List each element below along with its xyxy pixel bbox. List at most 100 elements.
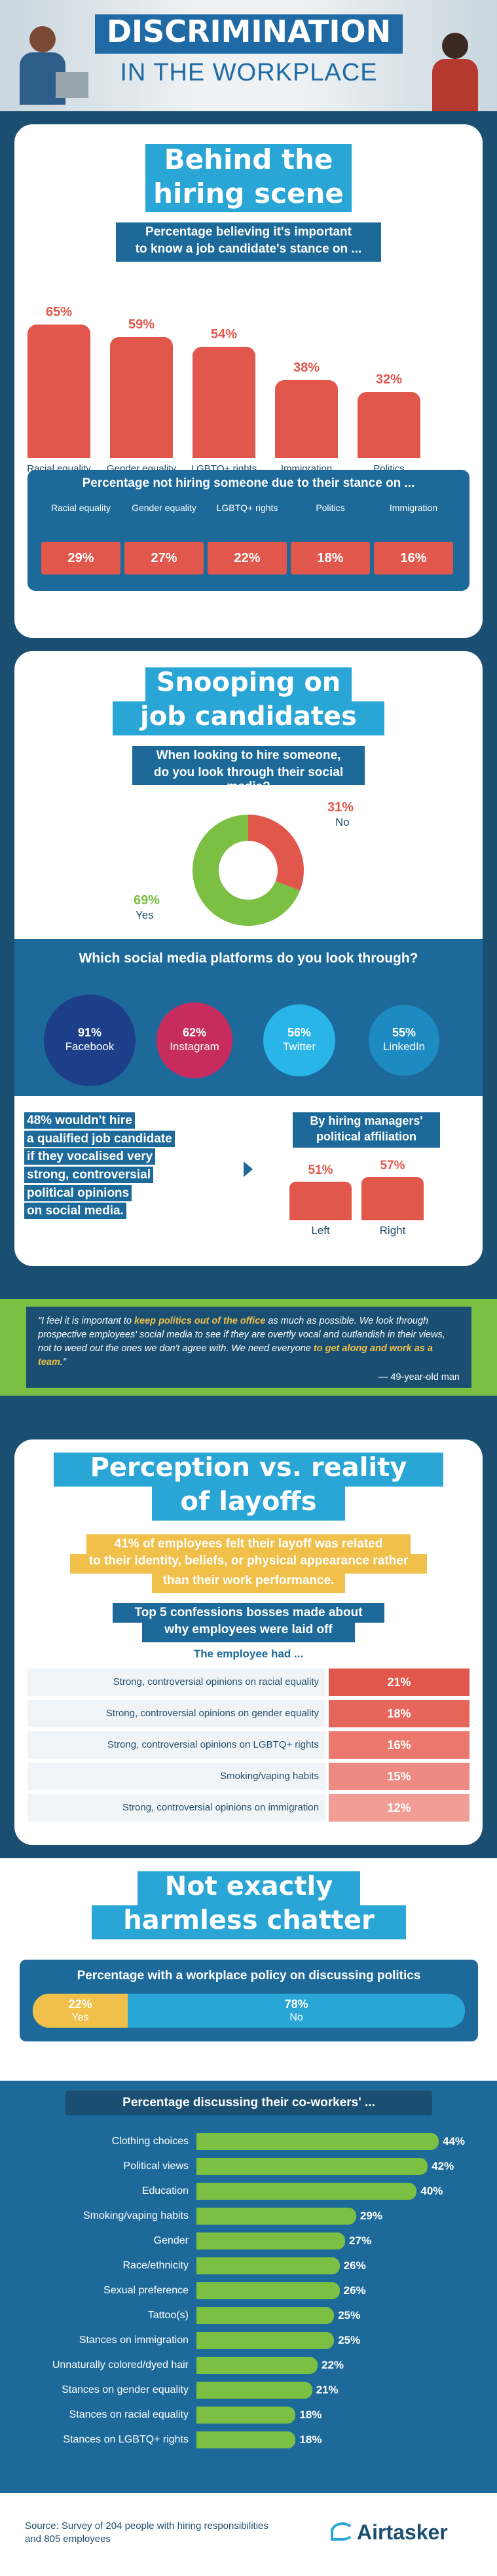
coworker-value: 26% (343, 2259, 366, 2272)
stance-bar-value: 65% (45, 304, 73, 319)
layoffs-card: Perception vs. reality of layoffs 41% of… (14, 1439, 483, 1845)
coworker-bar (196, 2382, 312, 2399)
section4-title-line1: Not exactly (138, 1871, 360, 1905)
donut-no-value: 31% (327, 800, 354, 815)
confession-label: Strong, controversial opinions on LGBTQ+… (107, 1739, 319, 1750)
coworker-value: 40% (420, 2185, 443, 2197)
confession-row-bg (28, 1700, 325, 1727)
affiliation-bar (361, 1176, 424, 1220)
coworker-label: Stances on LGBTQ+ rights (63, 2434, 189, 2445)
coworker-value: 25% (338, 2309, 361, 2321)
layoff-stat-line2: to their identity, beliefs, or physical … (70, 1554, 427, 1574)
affiliation-title-line2: political affiliation (293, 1130, 440, 1148)
coworker-bar (196, 2307, 335, 2324)
section1-title-line2: hiring scene (145, 177, 352, 212)
coworker-value: 44% (443, 2135, 466, 2147)
not-hiring-value: 29% (41, 542, 120, 574)
coworker-value: 27% (349, 2234, 372, 2247)
platforms-title: Which social media platforms do you look… (79, 951, 418, 966)
coworker-value: 18% (299, 2433, 322, 2446)
donut-slice-no (248, 815, 304, 891)
quote-text-5: ." (60, 1357, 67, 1368)
layoff-stat-line3: than their work performance. (152, 1574, 345, 1593)
platform-name: Instagram (170, 1040, 219, 1053)
coworker-label: Tattoo(s) (147, 2310, 189, 2321)
not-hiring-header: Racial equality (50, 503, 111, 513)
wouldnt-hire-text: 48% wouldn't hire a qualified job candida… (24, 1112, 214, 1221)
header-title-line1: DISCRIMINATION (95, 14, 403, 54)
coworker-bar (196, 2183, 417, 2200)
coworker-value: 21% (316, 2384, 339, 2396)
coworker-label: Stances on racial equality (69, 2409, 189, 2420)
policy-segment-no (128, 1994, 465, 2028)
quote-text-3: as much as possible. We look through pro… (38, 1316, 445, 1354)
platform-value: 62% (182, 1026, 207, 1039)
not-hiring-table: Percentage not hiring someone due to the… (28, 470, 469, 591)
quote-text-1: "I feel it is important to (38, 1316, 134, 1326)
coworker-panel: Percentage discussing their co-workers' … (0, 2081, 497, 2493)
affiliation-value: 57% (380, 1158, 405, 1173)
source-line1: Source: Survey of 204 people with hiring… (25, 2520, 268, 2532)
confession-value: 15% (329, 1763, 469, 1790)
coworker-label: Race/ethnicity (122, 2260, 189, 2271)
confessions-title-line1: Top 5 confessions bosses made about (113, 1603, 384, 1623)
snooping-card: Snooping on job candidates When looking … (14, 651, 483, 1266)
platforms-circles: 91% Facebook 62% Instagram 56% Twitter 55% Link… (14, 939, 483, 1096)
policy-panel: Percentage with a workplace policy on di… (20, 1960, 478, 2041)
donut-yes-value: 69% (134, 893, 160, 908)
confession-label: Smoking/vaping habits (220, 1771, 319, 1782)
coworker-bar (196, 2431, 296, 2448)
confessions-title-line2: why employees were laid off (142, 1623, 355, 1642)
wouldnt-hire-line: political opinions (24, 1184, 132, 1201)
not-hiring-table-body: Racial equality 29% Gender equality 27% LGBT… (28, 470, 469, 591)
wouldnt-hire-lines: 48% wouldn't hire a qualified job candida… (24, 1112, 214, 1220)
policy-bar: 22% Yes 78% No (20, 1960, 478, 2041)
platform-value: 55% (392, 1026, 416, 1039)
stance-bar-value: 32% (375, 372, 403, 387)
confession-value: 12% (329, 1794, 469, 1822)
coworker-label: Political views (123, 2161, 189, 2172)
platform-name: LinkedIn (382, 1040, 426, 1053)
coworker-chart: Clothing choices 44% Political views 42% Edu… (0, 2081, 497, 2493)
wouldnt-hire-line: if they vocalised very (24, 1148, 156, 1165)
coworker-bar (196, 2357, 318, 2374)
coworker-bar (196, 2208, 356, 2225)
social-question-line1: When looking to hire someone, (132, 746, 365, 766)
confession-value: 21% (329, 1668, 469, 1696)
coworker-value: 18% (299, 2408, 322, 2421)
affiliation-label: Left (311, 1224, 330, 1237)
stance-bar (275, 379, 338, 458)
coworker-bar (196, 2158, 428, 2175)
airtasker-logo-icon (331, 2522, 354, 2541)
confession-row-bg (28, 1763, 325, 1790)
coworker-value: 29% (359, 2210, 382, 2222)
policy-label: Yes (71, 2012, 89, 2023)
coworker-bar (196, 2133, 439, 2150)
hiring-scene-card: Behind the hiring scene Percentage belie… (14, 124, 483, 638)
confession-label: Strong, controversial opinions on gender… (105, 1708, 319, 1719)
header-banner: DISCRIMINATION IN THE WORKPLACE (0, 0, 497, 111)
coworker-bar (196, 2257, 340, 2274)
section3-title-line1: Perception vs. reality (54, 1453, 443, 1487)
not-hiring-table-title: Percentage not hiring someone due to the… (82, 476, 415, 490)
platform-circle (368, 1004, 440, 1076)
quote-box: "I feel it is important to keep politics… (26, 1307, 471, 1388)
quote-text-2: keep politics out of the office (134, 1316, 266, 1326)
affiliation-label: Right (379, 1224, 406, 1237)
coworker-label: Gender (153, 2235, 189, 2246)
wouldnt-hire-line: 48% wouldn't hire (24, 1112, 135, 1129)
affiliation-title-line1: By hiring managers' (293, 1112, 440, 1130)
office-illustration-left (10, 13, 88, 105)
platform-value: 56% (287, 1026, 312, 1039)
wouldnt-hire-line: strong, controversial (24, 1166, 153, 1183)
coworker-bar (196, 2232, 346, 2250)
quote-author: — 49-year-old man (378, 1372, 460, 1383)
donut-slice-yes (193, 815, 301, 926)
policy-label: No (289, 2012, 303, 2023)
stance-bar-value: 38% (293, 360, 320, 375)
quote-text-4: to get along and work as a team (38, 1343, 433, 1368)
coworker-value: 26% (343, 2284, 366, 2297)
confession-row-bg (28, 1668, 325, 1696)
not-hiring-value: 16% (374, 542, 453, 574)
layoff-stat-line1: 41% of employees felt their layoff was r… (86, 1534, 411, 1554)
